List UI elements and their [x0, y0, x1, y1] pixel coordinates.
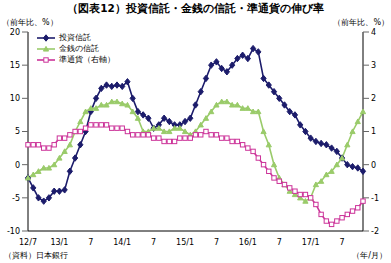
svg-text:7: 7	[88, 238, 93, 247]
html-text:金銭の信託: 金銭の信託	[59, 44, 99, 53]
html-text:（図表12）投資信託・金銭の信託・準通貨の伸び率: （図表12）投資信託・金銭の信託・準通貨の伸び率	[67, 2, 324, 14]
svg-text:12/7: 12/7	[19, 238, 37, 247]
html-text:準通貨（右軸）: 準通貨（右軸）	[59, 55, 115, 64]
svg-text:-1: -1	[371, 194, 379, 203]
svg-text:3: 3	[371, 61, 376, 70]
svg-text:15: 15	[10, 61, 20, 70]
svg-text:20: 20	[10, 28, 20, 37]
svg-text:-5: -5	[12, 194, 20, 203]
svg-text:1: 1	[371, 127, 376, 136]
svg-text:-2: -2	[371, 227, 379, 236]
svg-text:5: 5	[15, 127, 20, 136]
svg-text:13/1: 13/1	[50, 238, 68, 247]
svg-text:0: 0	[371, 161, 376, 170]
svg-text:0: 0	[15, 161, 20, 170]
html-text:（資料）日本銀行: （資料）日本銀行	[4, 251, 68, 260]
html-text:（前年比、%）: （前年比、%）	[333, 18, 389, 27]
svg-text:2: 2	[371, 94, 376, 103]
svg-text:4: 4	[371, 28, 376, 37]
html-text:投資信託: 投資信託	[59, 33, 91, 42]
svg-text:17/1: 17/1	[302, 238, 320, 247]
svg-text:-10: -10	[8, 227, 20, 236]
svg-text:10: 10	[10, 94, 20, 103]
svg-text:15/1: 15/1	[176, 238, 194, 247]
svg-text:7: 7	[214, 238, 219, 247]
svg-text:7: 7	[277, 238, 282, 247]
svg-text:16/1: 16/1	[239, 238, 257, 247]
svg-text:7: 7	[340, 238, 345, 247]
html-text:（前年比、%）: （前年比、%）	[2, 18, 58, 27]
svg-text:7: 7	[151, 238, 156, 247]
svg-text:14/1: 14/1	[113, 238, 131, 247]
html-text:（年/月）: （年/月）	[352, 251, 387, 260]
